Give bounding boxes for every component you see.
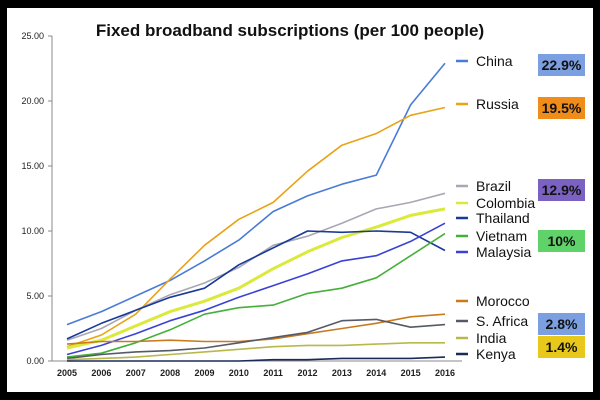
legend-label-colombia: Colombia (476, 195, 535, 211)
y-tick-label: 25.00 (21, 31, 44, 41)
badge-box-vietnam (538, 230, 585, 252)
badge-box-s-africa (538, 313, 585, 335)
series-line-thailand (66, 230, 446, 340)
series-line-china (66, 62, 446, 326)
series-line-s-africa (66, 318, 446, 360)
y-tick-label: 0.00 (26, 356, 44, 366)
badge-box-china (538, 54, 585, 76)
legend-label-thailand: Thailand (476, 210, 530, 226)
legend-label-morocco: Morocco (476, 293, 530, 309)
x-tick-label: 2007 (126, 368, 146, 378)
x-tick-label: 2010 (229, 368, 249, 378)
series-line-brazil (66, 192, 446, 341)
series-lines (66, 62, 446, 362)
series-line-kenya (67, 356, 446, 362)
x-tick-label: 2008 (160, 368, 180, 378)
y-tick-label: 20.00 (21, 96, 44, 106)
x-tick-label: 2012 (298, 368, 318, 378)
legend-label-brazil: Brazil (476, 178, 511, 194)
y-tick-label: 5.00 (26, 291, 44, 301)
x-tick-label: 2006 (91, 368, 111, 378)
x-tick-label: 2013 (332, 368, 352, 378)
y-tick-label: 10.00 (21, 226, 44, 236)
x-tick-label: 2016 (435, 368, 455, 378)
x-tick-label: 2005 (57, 368, 77, 378)
x-tick-label: 2015 (401, 368, 421, 378)
x-tick-label: 2011 (263, 368, 283, 378)
legend-label-india: India (476, 330, 507, 346)
x-axis-ticks: 2005 2006 2007 2008 2009 2010 2011 2012 2013 2014… (57, 368, 455, 378)
broadband-line-chart: Fixed broadband subscriptions (per 100 p… (21, 21, 585, 378)
series-line-russia (66, 106, 446, 348)
value-badges: 22.9% 19.5% 12.9% 10% 2.8% 1.4% (538, 54, 585, 358)
chart-title: Fixed broadband subscriptions (per 100 p… (96, 21, 484, 40)
legend-label-malaysia: Malaysia (476, 244, 531, 260)
badge-box-brazil (538, 179, 585, 201)
chart-slide: Fixed broadband subscriptions (per 100 p… (7, 8, 593, 392)
badge-label-s-africa: 2.8% (546, 316, 578, 332)
badge-label-india: 1.4% (546, 339, 578, 355)
badge-label-china: 22.9% (542, 57, 582, 73)
y-tick-label: 15.00 (21, 161, 44, 171)
x-tick-label: 2009 (194, 368, 214, 378)
badge-box-india (538, 336, 585, 358)
legend-label-vietnam: Vietnam (476, 228, 527, 244)
y-axis-ticks: 0.00 5.00 10.00 15.00 20.00 25.00 (21, 31, 52, 366)
legend-label-russia: Russia (476, 96, 519, 112)
legend-label-s-africa: S. Africa (476, 313, 528, 329)
badge-box-russia (538, 97, 585, 119)
series-line-vietnam (66, 232, 446, 358)
legend-label-china: China (476, 53, 513, 69)
legend-label-kenya: Kenya (476, 346, 516, 362)
badge-label-vietnam: 10% (547, 233, 576, 249)
series-line-india (66, 341, 445, 361)
series-line-colombia (66, 207, 446, 350)
x-tick-label: 2014 (366, 368, 386, 378)
series-line-malaysia (66, 222, 446, 356)
badge-label-russia: 19.5% (542, 100, 582, 116)
badge-label-brazil: 12.9% (542, 182, 582, 198)
